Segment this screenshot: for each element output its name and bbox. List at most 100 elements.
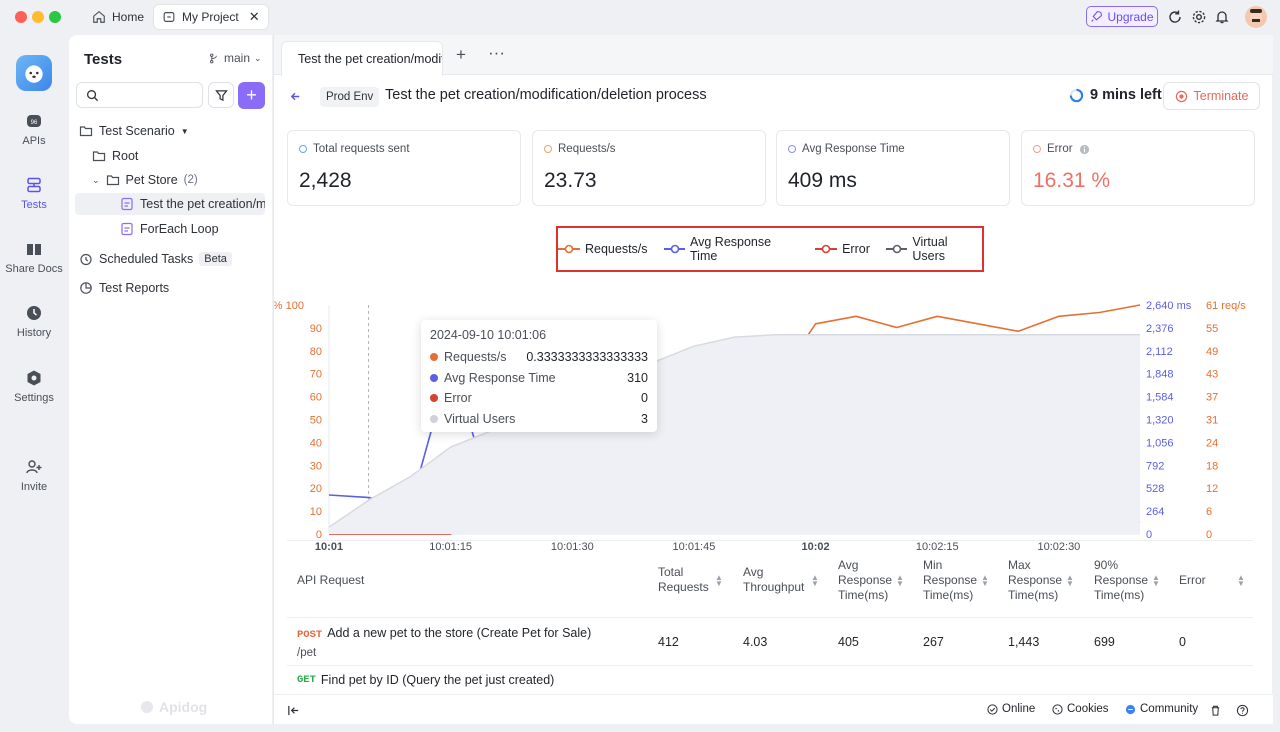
stat-label: Avg Response Time bbox=[788, 143, 905, 155]
sort-icon[interactable]: ▲ ▼ bbox=[1237, 573, 1245, 588]
tree-item-pet-store[interactable]: ⌄ Pet Store (2) bbox=[92, 169, 198, 191]
tree-item-test-scenario[interactable]: Test Scenario ▼ bbox=[79, 120, 189, 142]
sort-icon[interactable]: ▲ ▼ bbox=[1066, 573, 1074, 588]
column-header-avg-throughput[interactable]: Avg Throughput ▲ ▼ bbox=[743, 541, 819, 619]
right-axis-req-tick: 49 bbox=[1206, 346, 1218, 358]
tree-item-scheduled[interactable]: Scheduled Tasks Beta bbox=[79, 248, 232, 270]
time-left: 9 mins left bbox=[1069, 87, 1162, 103]
left-axis-tick: 0 bbox=[316, 529, 322, 541]
stat-label-text: Total requests sent bbox=[313, 143, 410, 155]
api-name: Add a new pet to the store (Create Pet f… bbox=[327, 625, 592, 640]
invite-icon bbox=[26, 460, 42, 474]
help-icon[interactable] bbox=[1236, 704, 1249, 717]
api-path: /pet bbox=[297, 646, 317, 659]
tree-item-label: Test Scenario bbox=[99, 124, 175, 138]
column-header-error[interactable]: Error ▲ ▼ bbox=[1179, 541, 1245, 619]
more-icon[interactable]: ··· bbox=[488, 43, 505, 62]
tests-icon bbox=[27, 177, 41, 193]
column-header-api-request: API Request bbox=[297, 572, 365, 587]
document-tab[interactable]: Test the pet creation/modification/delet… bbox=[281, 41, 443, 76]
right-axis-ms-tick: 792 bbox=[1146, 460, 1164, 472]
column-header-avg-response[interactable]: Avg Response Time(ms) ▲ ▼ bbox=[838, 541, 904, 619]
chevron-down-icon[interactable]: ⌄ bbox=[92, 174, 100, 185]
rail-item-history[interactable]: History bbox=[0, 304, 68, 339]
tooltip-value: 0.3333333333333333 bbox=[526, 350, 648, 365]
community-button[interactable]: Community bbox=[1125, 703, 1198, 715]
legend-item-virtual-users[interactable]: Virtual Users bbox=[885, 235, 982, 263]
alarm-icon bbox=[80, 253, 92, 266]
rail-item-apis[interactable]: 96 APIs bbox=[0, 112, 68, 147]
stat-card-error: Error 16.31 % bbox=[1021, 130, 1255, 206]
filter-button[interactable] bbox=[208, 82, 234, 108]
window-tab-project[interactable]: My Project ✕ bbox=[154, 5, 268, 29]
close-tab-icon[interactable]: ✕ bbox=[248, 9, 260, 24]
trash-icon[interactable] bbox=[1209, 704, 1222, 717]
minimize-window-button[interactable] bbox=[32, 11, 44, 23]
maximize-window-button[interactable] bbox=[49, 11, 61, 23]
branch-selector[interactable]: main ⌄ bbox=[209, 51, 262, 65]
column-header-total-requests[interactable]: Total Requests ▲ ▼ bbox=[658, 541, 723, 619]
sort-icon[interactable]: ▲ ▼ bbox=[811, 573, 819, 588]
sort-icon[interactable]: ▲ ▼ bbox=[981, 573, 989, 588]
user-avatar[interactable] bbox=[1245, 6, 1267, 28]
legend-item-requests[interactable]: Requests/s bbox=[558, 242, 648, 256]
info-icon[interactable] bbox=[1079, 144, 1090, 155]
rail-item-tests[interactable]: Tests bbox=[0, 176, 68, 211]
branch-icon bbox=[210, 53, 217, 63]
tooltip-row: Requests/s 0.3333333333333333 bbox=[430, 347, 648, 368]
table-row[interactable]: POST Add a new pet to the store (Create P… bbox=[287, 618, 1253, 666]
rail-item-share-docs[interactable]: Share Docs bbox=[0, 240, 68, 275]
bell-icon[interactable] bbox=[1214, 9, 1230, 25]
tree-item-foreach[interactable]: ForEach Loop bbox=[120, 218, 219, 240]
new-tab-button[interactable]: + bbox=[456, 45, 466, 64]
stat-value: 23.73 bbox=[544, 169, 597, 192]
x-axis-tick: 10:01:45 bbox=[673, 541, 716, 553]
stat-card-total-requests: Total requests sent 2,428 bbox=[287, 130, 521, 206]
tooltip-value: 3 bbox=[641, 411, 648, 426]
test-case-icon bbox=[121, 197, 133, 211]
upgrade-button[interactable]: Upgrade bbox=[1086, 6, 1158, 27]
search-icon bbox=[87, 90, 99, 102]
online-status[interactable]: Online bbox=[987, 703, 1035, 715]
check-circle-icon bbox=[987, 703, 998, 715]
chart-legend: Requests/s Avg Response Time Error Virtu… bbox=[556, 226, 984, 272]
tooltip-name: Error bbox=[444, 391, 472, 406]
stat-dot bbox=[299, 145, 307, 153]
collapse-sidebar-icon[interactable] bbox=[287, 704, 300, 717]
sort-icon[interactable]: ▲ ▼ bbox=[896, 573, 904, 588]
cell-max: 1,443 bbox=[1008, 635, 1040, 649]
cookies-button[interactable]: Cookies bbox=[1052, 703, 1109, 715]
left-axis-tick: 70 bbox=[310, 369, 322, 381]
stat-card-avg-response: Avg Response Time 409 ms bbox=[776, 130, 1010, 206]
left-axis-tick: 40 bbox=[310, 437, 322, 449]
column-header-label: Total Requests bbox=[658, 565, 709, 594]
column-header-min-response[interactable]: Min Response Time(ms) ▲ ▼ bbox=[923, 541, 989, 619]
column-header-p90-response[interactable]: 90% Response Time(ms) ▲ ▼ bbox=[1094, 541, 1160, 619]
terminate-button[interactable]: Terminate bbox=[1163, 82, 1260, 110]
back-button[interactable] bbox=[287, 88, 304, 105]
window-tab-home[interactable]: Home bbox=[84, 5, 152, 29]
document-tab-label: Test the pet creation/modification/delet… bbox=[298, 52, 443, 66]
rail-item-label: Invite bbox=[20, 481, 48, 493]
environment-badge: Prod Env bbox=[320, 87, 380, 107]
legend-item-avg-response[interactable]: Avg Response Time bbox=[663, 235, 800, 263]
rail-item-invite[interactable]: Invite bbox=[0, 458, 68, 493]
tree-item-root[interactable]: Root bbox=[92, 145, 138, 167]
gear-icon[interactable] bbox=[1191, 9, 1207, 25]
stat-dot bbox=[788, 145, 796, 153]
rail-item-settings[interactable]: Settings bbox=[0, 369, 68, 404]
refresh-icon[interactable] bbox=[1167, 9, 1183, 25]
add-button[interactable]: + bbox=[238, 82, 265, 109]
left-axis-tick: 60 bbox=[310, 392, 322, 404]
legend-item-error[interactable]: Error bbox=[815, 242, 870, 256]
sort-icon[interactable]: ▲ ▼ bbox=[715, 573, 723, 588]
search-input[interactable] bbox=[76, 82, 203, 108]
table-row[interactable]: GET Find pet by ID (Query the pet just cr… bbox=[287, 666, 1253, 694]
column-header-max-response[interactable]: Max Response Time(ms) ▲ ▼ bbox=[1008, 541, 1074, 619]
sort-icon[interactable]: ▲ ▼ bbox=[1152, 573, 1160, 588]
tree-item-test-case[interactable]: Test the pet creation/modification/delet… bbox=[75, 193, 265, 215]
tree-item-reports[interactable]: Test Reports bbox=[79, 277, 169, 299]
cookies-label: Cookies bbox=[1067, 703, 1109, 715]
legend-line-icon bbox=[885, 244, 908, 254]
close-window-button[interactable] bbox=[15, 11, 27, 23]
